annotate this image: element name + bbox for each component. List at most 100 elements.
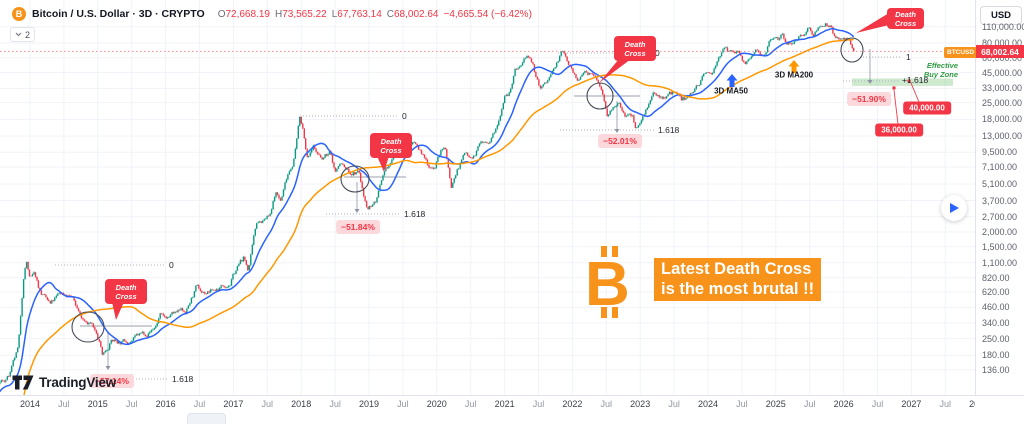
- time-tick: 2027: [901, 399, 922, 409]
- time-tick: 2018: [291, 399, 312, 409]
- time-tick: 2014: [19, 399, 41, 409]
- indicators-count: 2: [25, 29, 31, 40]
- drop-percent-badge[interactable]: −51.84%: [336, 220, 380, 234]
- drop-percent-badge[interactable]: −57.14%: [90, 374, 134, 388]
- death-cross-circle: [840, 37, 864, 63]
- ohlc-low-value: 67,763.14: [337, 8, 382, 20]
- svg-text:B: B: [585, 250, 630, 318]
- time-tick: Jul: [261, 399, 274, 409]
- price-tick: 1,500.00: [982, 241, 1018, 252]
- time-tick: Jul: [58, 399, 70, 409]
- ohlc-high-key: H: [274, 8, 283, 20]
- bitcoin-symbol-icon: B: [585, 246, 630, 318]
- price-tick: 18,000.00: [982, 114, 1023, 125]
- price-tick: 460.00: [982, 302, 1010, 313]
- time-tick: Jul: [736, 399, 748, 409]
- time-tick: 2024: [697, 399, 719, 409]
- time-tick: Jul: [532, 399, 545, 409]
- death-cross-marks: [71, 13, 889, 343]
- play-icon: [950, 203, 959, 213]
- change-value: −4,665.54 (−6.42%): [443, 8, 532, 20]
- death-cross-callout[interactable]: Death Cross: [887, 8, 924, 29]
- ohlc-close-value: 68,002.64: [394, 8, 439, 20]
- price-axis[interactable]: USD 110,000.0080,000.0060,000.0045,000.0…: [975, 0, 1024, 395]
- price-tick: 820.00: [982, 272, 1010, 283]
- time-tick: 2022: [562, 399, 583, 409]
- time-axis[interactable]: 2014 Jul 2015 Jul 2016 Jul 2017 Jul 2018 Jul 2019 J…: [0, 395, 976, 413]
- price-target-badge[interactable]: 40,000.00: [903, 101, 951, 115]
- price-tick: 180.00: [982, 350, 1010, 361]
- time-tick: Jul: [193, 399, 206, 409]
- currency-button[interactable]: USD: [980, 6, 1022, 25]
- time-tick: 2028: [969, 399, 976, 409]
- candles-up: [0, 22, 847, 386]
- banner-line-2: is the most brutal !!: [661, 279, 815, 298]
- banner-text: Latest Death Cross is the most brutal !!: [654, 258, 822, 301]
- ohlc-low-key: L: [331, 8, 338, 20]
- callout-tail: [112, 302, 124, 320]
- price-tick: 80,000.00: [982, 38, 1023, 48]
- price-tick: 13,000.00: [982, 131, 1023, 142]
- time-tick: 2023: [630, 399, 651, 409]
- time-tick: 2016: [155, 399, 176, 409]
- tradingview-logo-text: TradingView: [39, 375, 117, 390]
- symbol-price-badge: BTCUSD: [944, 47, 978, 58]
- time-tick: Jul: [803, 399, 816, 409]
- death-cross-callout[interactable]: Death Cross: [370, 133, 412, 158]
- price-tick: 7,100.00: [982, 162, 1018, 173]
- price-tick: 9,500.00: [982, 147, 1018, 158]
- effective-buy-zone-band: [852, 78, 953, 86]
- tradingview-logo[interactable]: TradingView: [12, 375, 116, 390]
- price-tick: 250.00: [982, 333, 1010, 344]
- fib-lines: [55, 52, 902, 380]
- play-button[interactable]: [941, 195, 967, 221]
- candles-down: [2, 23, 855, 383]
- axis-corner: [975, 395, 1024, 424]
- death-cross-callout[interactable]: Death Cross: [105, 279, 147, 304]
- bottom-toolbar-partial[interactable]: [187, 413, 226, 424]
- drop-percent-badge[interactable]: −51.90%: [847, 92, 891, 106]
- drop-arrows: [105, 49, 873, 370]
- time-tick: Jul: [464, 399, 477, 409]
- death-cross-circle: [340, 165, 370, 193]
- time-tick: 2019: [358, 399, 380, 409]
- death-cross-callout[interactable]: Death Cross: [614, 36, 656, 61]
- ohlc-close-key: C: [386, 8, 394, 20]
- time-tick: 2017: [223, 399, 244, 409]
- price-tick: 45,000.00: [982, 67, 1023, 78]
- time-tick: Jul: [125, 399, 138, 409]
- price-tick: 25,000.00: [982, 97, 1023, 108]
- chevron-down-icon: [15, 32, 22, 37]
- symbol-title[interactable]: Bitcoin / U.S. Dollar · 3D · CRYPTO: [32, 8, 205, 20]
- tradingview-mark-icon: [12, 375, 34, 390]
- price-tick: 3,700.00: [982, 195, 1018, 206]
- price-tick: 2,700.00: [982, 211, 1018, 222]
- price-chart-canvas[interactable]: [0, 0, 975, 395]
- time-tick: 2025: [765, 399, 786, 409]
- price-tick: 33,000.00: [982, 83, 1023, 94]
- death-cross-circle: [586, 82, 614, 110]
- callout-tail: [856, 13, 889, 33]
- price-target-badge[interactable]: 36,000.00: [875, 123, 923, 137]
- ohlc-open-key: O: [217, 8, 226, 20]
- death-cross-banner: B Latest Death Cross is the most brutal …: [580, 246, 822, 318]
- price-tick: 340.00: [982, 317, 1010, 328]
- time-tick: Jul: [939, 399, 952, 409]
- ohlc-open-value: 72,668.19: [225, 8, 270, 20]
- time-tick: Jul: [871, 399, 884, 409]
- price-tick: 110,000.00: [982, 21, 1024, 32]
- current-price-label: 68,002.64: [976, 45, 1024, 58]
- callout-tail: [599, 59, 631, 83]
- grid: [0, 0, 975, 395]
- price-tick: 2,000.00: [982, 227, 1018, 237]
- time-tick: 2015: [87, 399, 108, 409]
- drop-percent-badge[interactable]: −52.01%: [598, 134, 642, 148]
- time-tick: Jul: [668, 399, 680, 409]
- callout-tail: [377, 156, 389, 172]
- indicators-collapse-toggle[interactable]: 2: [10, 27, 36, 42]
- time-tick: 2021: [494, 399, 515, 409]
- ma50-line: [0, 27, 855, 393]
- time-tick: Jul: [329, 399, 341, 409]
